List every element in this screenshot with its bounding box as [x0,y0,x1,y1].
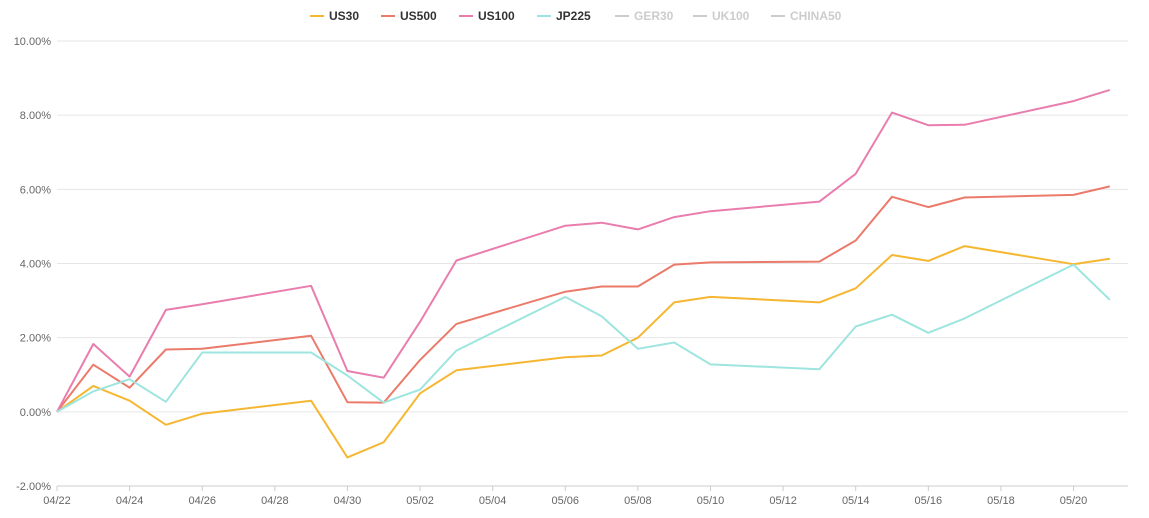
y-tick-label: 0.00% [20,407,51,419]
series-line-us100 [56,88,1111,413]
x-tick-label: 05/14 [842,495,870,507]
legend-label: UK100 [712,9,750,23]
legend-label: US100 [478,9,515,23]
x-tick-label: 05/02 [406,495,434,507]
legend-item-us500[interactable]: US500 [381,9,437,23]
x-tick-label: 04/26 [188,495,216,507]
legend-item-us30[interactable]: US30 [310,9,359,23]
y-tick-label: 8.00% [20,110,51,122]
x-tick-label: 05/06 [552,495,580,507]
legend-item-ger30[interactable]: GER30 [615,9,674,23]
y-tick-label: -2.00% [16,481,51,493]
legend-label: JP225 [556,9,591,23]
legend: US30 US500 US100 JP225 GER30 UK100 CHINA50 [310,9,842,23]
x-tick-label: 05/10 [697,495,725,507]
x-tick-label: 05/20 [1060,495,1088,507]
axis-layer: -2.00% 0.00% 2.00% 4.00% 6.00% 8.00% 10.00% 04/… [14,36,1088,507]
y-tick-label: 6.00% [20,184,51,196]
legend-label: US30 [329,9,359,23]
series-line-us500 [56,185,1111,413]
legend-item-uk100[interactable]: UK100 [693,9,750,23]
x-tick-label: 04/28 [261,495,289,507]
x-tick-label: 05/08 [624,495,652,507]
x-tick-label: 05/04 [479,495,507,507]
legend-item-us100[interactable]: US100 [459,9,515,23]
legend-label: CHINA50 [790,9,842,23]
x-tick-label: 04/22 [43,495,71,507]
y-tick-label: 10.00% [14,36,52,48]
legend-item-china50[interactable]: CHINA50 [771,9,842,23]
y-tick-label: 2.00% [20,333,51,345]
legend-label: GER30 [634,9,674,23]
legend-item-jp225[interactable]: JP225 [537,9,591,23]
x-tick-label: 05/12 [769,495,797,507]
grid-layer [57,40,1128,487]
legend-label: US500 [400,9,437,23]
y-tick-label: 4.00% [20,259,51,271]
series-line-us30 [56,245,1110,459]
x-tick-label: 05/18 [987,495,1015,507]
x-tick-label: 04/24 [116,495,144,507]
series-line-jp225 [56,263,1111,413]
series-layer [56,88,1111,459]
x-tick-label: 05/16 [915,495,943,507]
x-tick-label: 04/30 [334,495,362,507]
